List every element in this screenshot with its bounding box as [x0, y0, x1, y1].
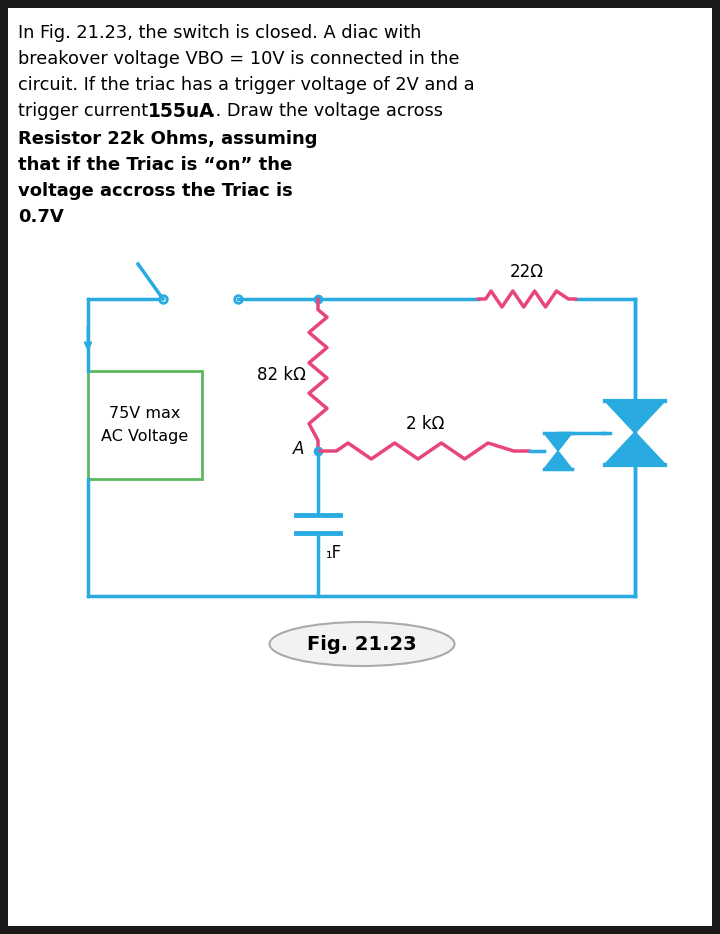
Polygon shape [544, 451, 572, 469]
FancyBboxPatch shape [88, 371, 202, 479]
Text: In Fig. 21.23, the switch is closed. A diac with: In Fig. 21.23, the switch is closed. A d… [18, 24, 421, 42]
Text: 22Ω: 22Ω [510, 263, 544, 281]
Text: .. Draw the voltage across: .. Draw the voltage across [210, 102, 443, 120]
Text: Resistor 22k Ohms, assuming: Resistor 22k Ohms, assuming [18, 130, 318, 148]
Polygon shape [605, 401, 665, 432]
Text: 82 kΩ: 82 kΩ [257, 366, 306, 384]
Text: ₁F: ₁F [326, 544, 342, 561]
Text: 155uA: 155uA [148, 102, 215, 121]
Text: 2 kΩ: 2 kΩ [406, 415, 444, 433]
Text: AC Voltage: AC Voltage [102, 430, 189, 445]
Text: circuit. If the triac has a trigger voltage of 2V and a: circuit. If the triac has a trigger volt… [18, 76, 474, 94]
Text: A: A [292, 440, 304, 458]
Polygon shape [605, 432, 665, 464]
Polygon shape [544, 433, 572, 451]
Text: 75V max: 75V max [109, 405, 181, 420]
Text: that if the Triac is “on” the: that if the Triac is “on” the [18, 156, 292, 174]
Text: 0.7V: 0.7V [18, 208, 64, 226]
Ellipse shape [269, 622, 454, 666]
Text: breakover voltage VBO = 10V is connected in the: breakover voltage VBO = 10V is connected… [18, 50, 459, 68]
FancyBboxPatch shape [8, 8, 712, 926]
Text: voltage accross the Triac is: voltage accross the Triac is [18, 182, 293, 200]
Text: Fig. 21.23: Fig. 21.23 [307, 634, 417, 654]
Text: trigger current: trigger current [18, 102, 159, 120]
